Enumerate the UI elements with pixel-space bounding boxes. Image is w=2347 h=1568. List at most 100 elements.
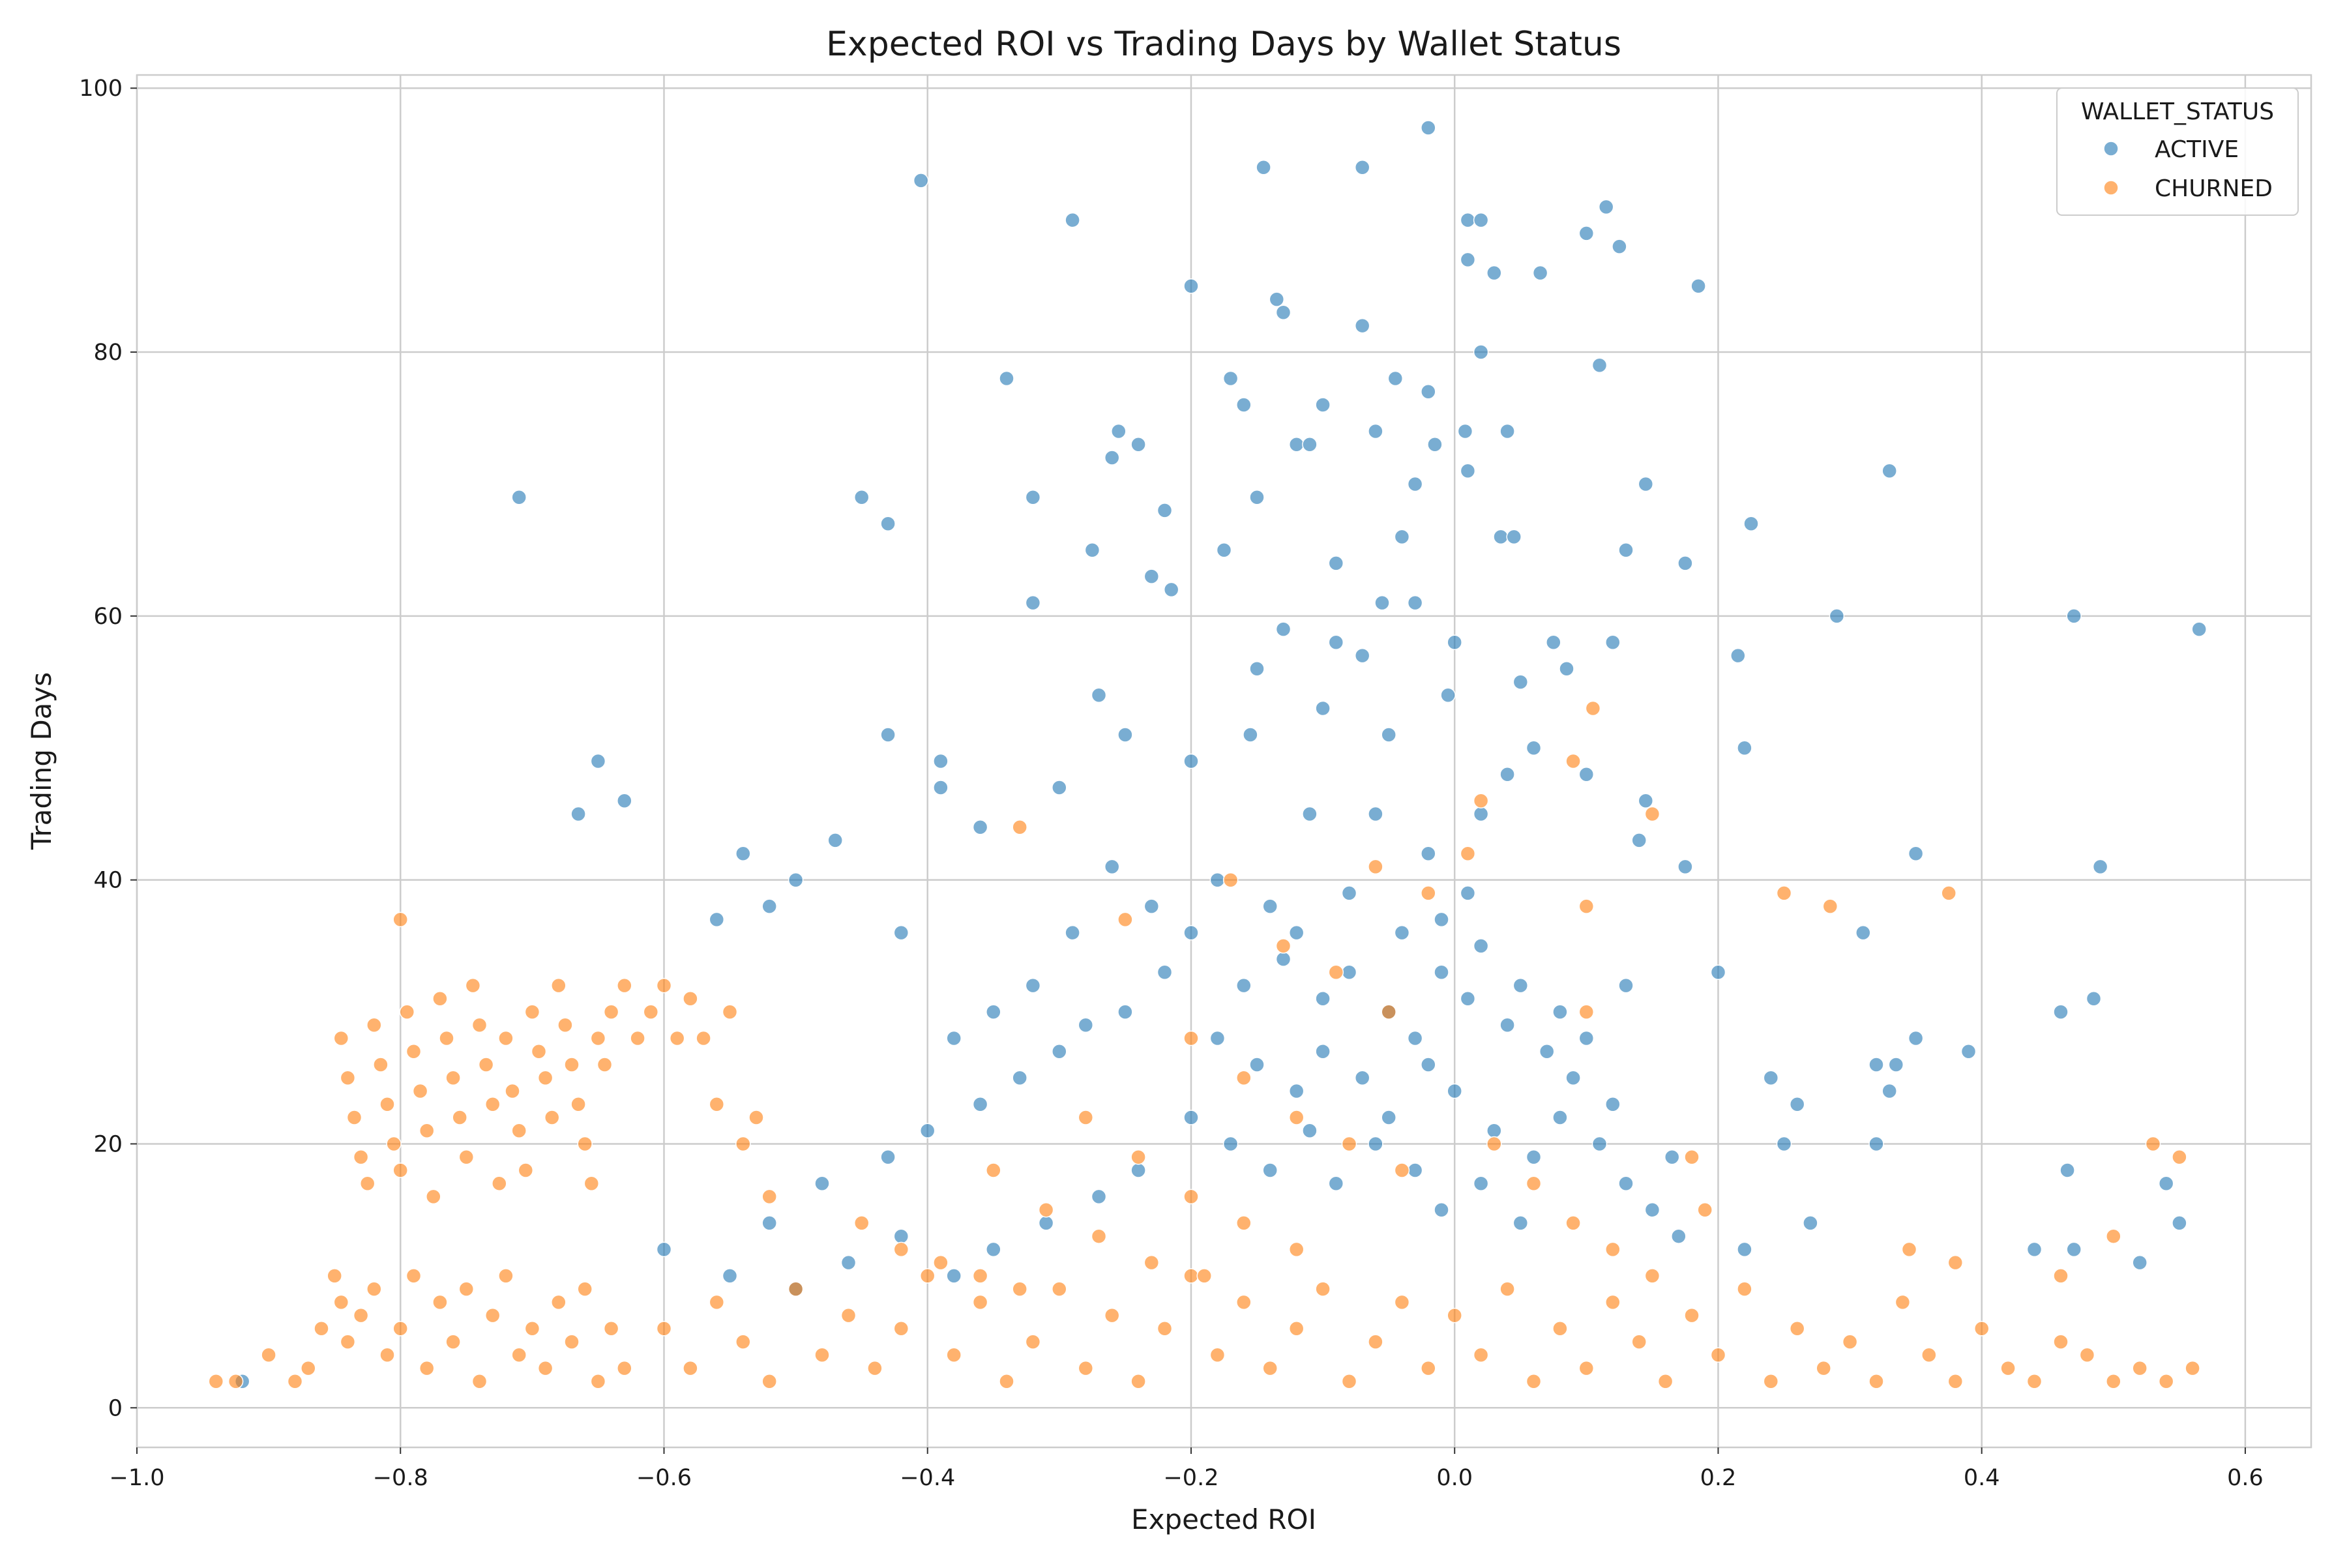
- scatter-point: [1236, 1215, 1252, 1231]
- scatter-point: [683, 1360, 698, 1376]
- scatter-point: [972, 1097, 988, 1112]
- scatter-point: [551, 977, 567, 994]
- scatter-point: [412, 1083, 428, 1099]
- scatter-point: [1084, 542, 1100, 558]
- scatter-point: [1921, 1347, 1937, 1363]
- scatter-point: [880, 1149, 896, 1165]
- scatter-point: [1631, 833, 1647, 848]
- scatter-point: [946, 1030, 962, 1046]
- scatter-point: [399, 1004, 415, 1020]
- scatter-point: [1473, 1176, 1489, 1191]
- legend-title: WALLET_STATUS: [2081, 98, 2274, 125]
- scatter-point: [564, 1057, 580, 1072]
- scatter-point: [590, 1030, 606, 1046]
- legend-label-churned: CHURNED: [2155, 175, 2273, 202]
- scatter-point: [419, 1360, 435, 1376]
- scatter-point: [1368, 423, 1383, 439]
- scatter-point: [406, 1268, 422, 1284]
- plot-area: [136, 74, 2312, 1449]
- scatter-point: [1315, 1281, 1331, 1297]
- scatter-point: [1677, 555, 1693, 571]
- scatter-point: [913, 173, 929, 188]
- scatter-point: [1598, 199, 1614, 215]
- scatter-point: [999, 370, 1014, 387]
- scatter-point: [1440, 687, 1456, 703]
- scatter-point: [1236, 397, 1252, 413]
- scatter-point: [2172, 1215, 2187, 1231]
- scatter-point: [696, 1030, 711, 1046]
- scatter-point: [1144, 1254, 1160, 1271]
- scatter-point: [1901, 1241, 1917, 1258]
- scatter-point: [1486, 1136, 1502, 1152]
- scatter-point: [1552, 1110, 1568, 1125]
- scatter-point: [1460, 463, 1476, 479]
- scatter-point: [1690, 278, 1706, 294]
- scatter-point: [1012, 1281, 1027, 1297]
- scatter-point: [1895, 1294, 1911, 1310]
- scatter-point: [386, 1136, 402, 1152]
- scatter-point: [498, 1268, 514, 1284]
- scatter-point: [1052, 780, 1067, 795]
- scatter-point: [301, 1360, 316, 1376]
- scatter-point: [557, 1017, 573, 1033]
- scatter-point: [1486, 265, 1502, 281]
- scatter-point: [933, 753, 949, 769]
- scatter-point: [2086, 991, 2102, 1007]
- scatter-point: [1302, 1123, 1318, 1138]
- scatter-point: [1183, 1268, 1199, 1284]
- scatter-point: [1368, 806, 1383, 822]
- scatter-point: [314, 1321, 329, 1337]
- scatter-point: [1868, 1374, 1884, 1389]
- scatter-point: [2132, 1254, 2148, 1271]
- scatter-point: [505, 1083, 520, 1099]
- scatter-point: [537, 1360, 554, 1376]
- scatter-point: [972, 819, 988, 835]
- scatter-point: [1249, 1057, 1265, 1072]
- scatter-point: [617, 1360, 632, 1376]
- y-tick-label: 0: [108, 1395, 123, 1421]
- scatter-point: [1421, 1057, 1436, 1072]
- scatter-point: [287, 1374, 303, 1389]
- scatter-point: [1618, 542, 1634, 558]
- scatter-point: [564, 1334, 580, 1350]
- x-axis-ticks: −1.0 −0.8 −0.6 −0.4 −0.2 0.0 0.2 0.4 0.6: [110, 1447, 2264, 1491]
- scatter-point: [1183, 278, 1199, 294]
- scatter-point: [1434, 1202, 1449, 1218]
- scatter-point: [933, 780, 949, 795]
- scatter-point: [439, 1030, 454, 1046]
- scatter-point: [2106, 1374, 2121, 1389]
- scatter-point: [919, 1268, 936, 1284]
- scatter-point: [1374, 595, 1390, 611]
- x-tick-label: 0.6: [2227, 1465, 2264, 1491]
- scatter-point: [1908, 1030, 1924, 1046]
- scatter-point: [1591, 357, 1608, 374]
- scatter-point: [524, 1004, 540, 1020]
- scatter-point: [1052, 1281, 1067, 1297]
- scatter-point: [1328, 555, 1344, 571]
- scatter-point: [1104, 859, 1120, 875]
- scatter-point: [432, 991, 448, 1007]
- scatter-point: [379, 1347, 395, 1363]
- scatter-point: [1513, 977, 1529, 994]
- scatter-point: [373, 1057, 389, 1072]
- scatter-point: [1144, 569, 1160, 584]
- scatter-point: [471, 1017, 488, 1033]
- scatter-point: [590, 1374, 606, 1389]
- scatter-point: [1605, 1241, 1621, 1258]
- scatter-point: [1183, 925, 1199, 941]
- scatter-point: [2132, 1360, 2148, 1376]
- legend-label-active: ACTIVE: [2155, 136, 2239, 163]
- scatter-point: [1947, 1254, 1964, 1271]
- scatter-point: [1381, 1110, 1396, 1125]
- scatter-point: [1269, 291, 1285, 307]
- scatter-point: [1288, 1321, 1305, 1337]
- scatter-point: [392, 1321, 408, 1337]
- y-tick-label: 20: [93, 1131, 123, 1157]
- scatter-point: [986, 1162, 1001, 1178]
- scatter-point: [617, 793, 632, 808]
- scatter-point: [1236, 1070, 1252, 1086]
- scatter-point: [333, 1030, 349, 1046]
- scatter-point: [1222, 1136, 1239, 1152]
- y-tick-label: 60: [93, 604, 123, 630]
- scatter-point: [531, 1044, 547, 1059]
